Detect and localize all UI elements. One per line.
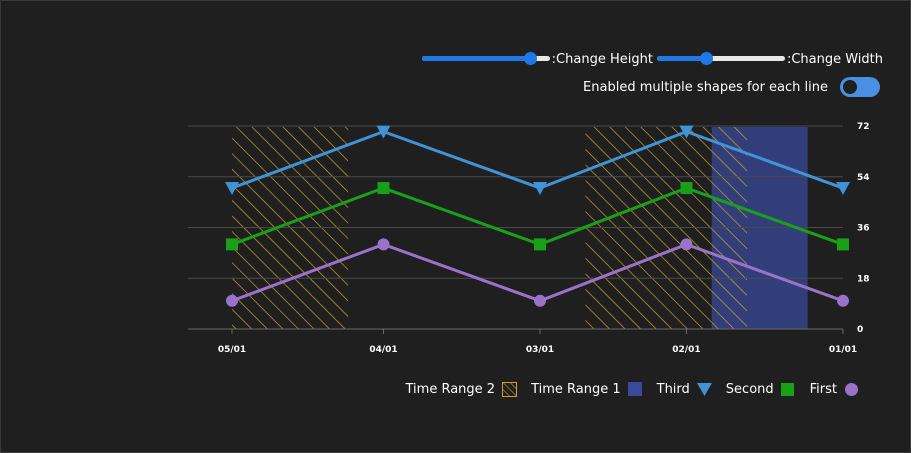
- legend-label: Second: [725, 382, 774, 397]
- legend-item-second[interactable]: Second: [726, 382, 796, 397]
- chart-controls: :Change Height :Change Width: [421, 50, 887, 68]
- y-tick-label: 36: [857, 224, 870, 234]
- y-tick-label: 0: [857, 325, 863, 335]
- circle-icon: [844, 382, 859, 397]
- multi-shape-toggle[interactable]: [840, 77, 880, 97]
- legend-item-first[interactable]: First: [810, 382, 859, 397]
- slider-fill: [421, 56, 531, 61]
- data-point-first[interactable]: [226, 294, 238, 307]
- legend-label: First: [809, 382, 837, 397]
- legend-label: Time Range 1: [531, 382, 621, 397]
- data-point-second[interactable]: [226, 238, 238, 251]
- multi-shape-toggle-row: Enabled multiple shapes for each line: [583, 77, 880, 97]
- data-point-third[interactable]: [225, 182, 239, 196]
- x-tick-label: 04/01: [369, 345, 397, 355]
- height-slider-label: :Change Height: [551, 51, 653, 67]
- x-tick-label: 05/01: [218, 345, 246, 355]
- slider-thumb[interactable]: [699, 52, 713, 65]
- data-point-third[interactable]: [836, 182, 850, 196]
- data-point-third[interactable]: [533, 182, 548, 196]
- chart-legend: Time Range 2 Time Range 1 Third Second First: [392, 382, 860, 397]
- y-tick-label: 72: [857, 122, 870, 132]
- data-point-second[interactable]: [534, 238, 547, 251]
- square-icon: [780, 382, 796, 397]
- legend-label: Third: [656, 382, 690, 397]
- data-point-first[interactable]: [377, 238, 390, 251]
- data-point-third[interactable]: [679, 125, 694, 139]
- slider-track: [656, 56, 785, 61]
- x-tick-label: 01/01: [829, 345, 857, 355]
- y-tick-label: 18: [857, 274, 870, 284]
- solid-square-icon: [627, 382, 643, 397]
- width-slider[interactable]: [656, 50, 785, 68]
- gridlines: [188, 125, 843, 330]
- x-tick-label: 02/01: [672, 345, 700, 355]
- data-point-third[interactable]: [376, 125, 391, 139]
- data-point-first[interactable]: [680, 238, 693, 251]
- data-point-second[interactable]: [680, 182, 693, 195]
- y-tick-label: 54: [857, 173, 870, 183]
- data-point-first[interactable]: [534, 294, 547, 307]
- hatch-square-icon: [502, 382, 518, 397]
- height-slider[interactable]: [421, 50, 550, 68]
- data-point-second[interactable]: [377, 182, 390, 195]
- legend-label: Time Range 2: [405, 382, 496, 397]
- slider-thumb[interactable]: [524, 52, 538, 65]
- legend-item-time-range-1[interactable]: Time Range 1: [531, 382, 643, 397]
- data-point-first[interactable]: [837, 294, 849, 307]
- legend-item-third[interactable]: Third: [657, 382, 712, 397]
- slider-fill: [656, 56, 706, 61]
- triangle-down-icon: [696, 382, 712, 397]
- width-slider-label: :Change Width: [786, 51, 883, 67]
- legend-item-time-range-2[interactable]: Time Range 2: [406, 382, 518, 397]
- multi-shape-toggle-label: Enabled multiple shapes for each line: [583, 79, 828, 95]
- axes: 0 18 36 54 72 05/01 04/01 03/01 02/01 01/01: [218, 122, 870, 355]
- x-tick-label: 03/01: [526, 345, 554, 355]
- data-point-second[interactable]: [837, 238, 849, 251]
- series-markers: [225, 125, 850, 307]
- toggle-knob: [843, 80, 857, 94]
